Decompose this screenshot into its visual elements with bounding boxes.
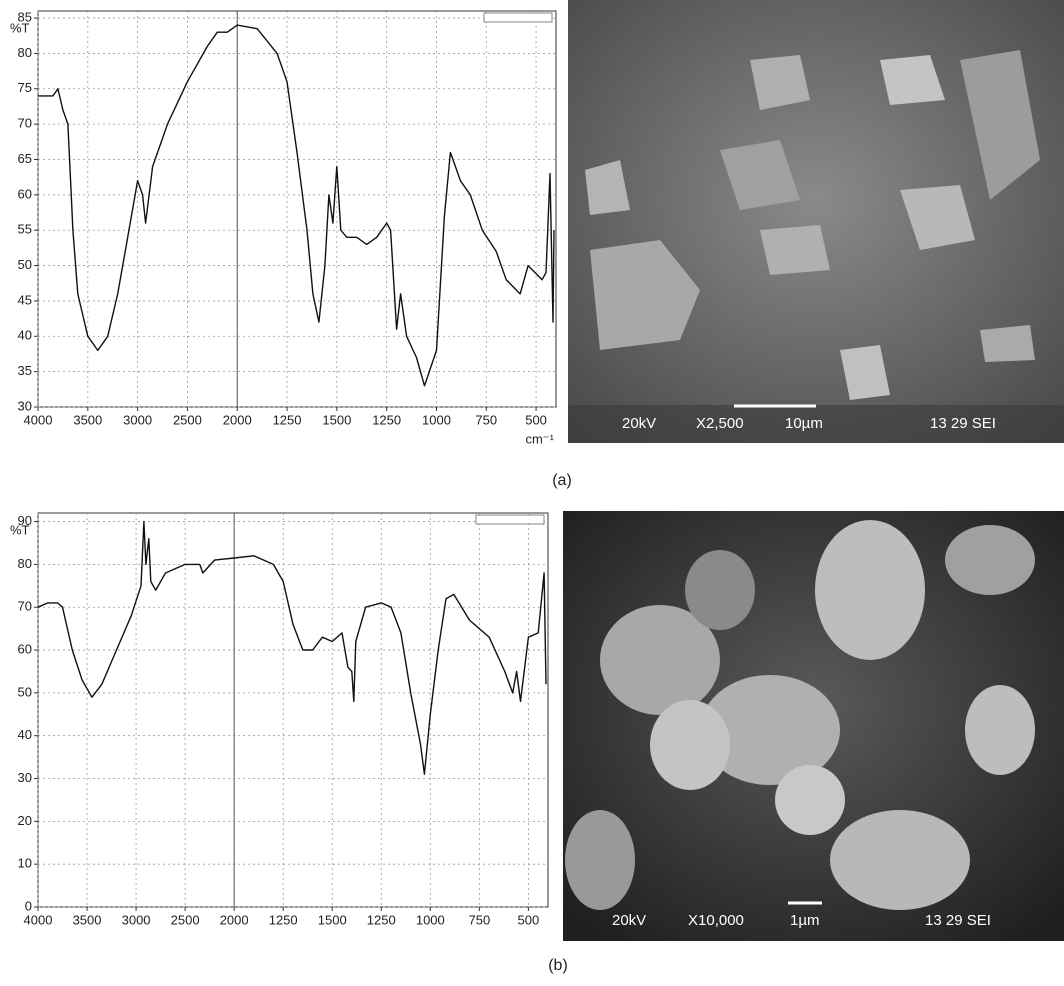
x-tick-label: 2000	[223, 412, 252, 427]
y-tick-label: 20	[18, 813, 32, 828]
sem-magnification: X2,500	[696, 415, 744, 432]
x-tick-label: 1500	[318, 912, 347, 927]
y-tick-label: 60	[18, 641, 32, 656]
sem-code: 13 29 SEI	[930, 415, 996, 432]
sem-image-b: 20kV X10,000 1µm 13 29 SEI	[563, 511, 1064, 941]
y-tick-label: 85	[18, 10, 32, 25]
y-axis-label: %T	[10, 522, 30, 537]
x-tick-label: 3500	[73, 412, 102, 427]
sem-code: 13 29 SEI	[925, 912, 991, 929]
x-tick-label: 2000	[220, 912, 249, 927]
y-tick-label: 80	[18, 45, 32, 60]
y-tick-label: 35	[18, 363, 32, 378]
y-axis-label: %T	[10, 20, 30, 35]
panel-label: (b)	[548, 957, 568, 974]
sem-voltage: 20kV	[612, 912, 646, 929]
y-tick-label: 70	[18, 116, 32, 131]
y-tick-label: 30	[18, 770, 32, 785]
y-tick-label: 45	[18, 292, 32, 307]
spectrum-line	[37, 520, 547, 775]
y-tick-label: 30	[18, 398, 32, 413]
x-tick-label: 750	[468, 912, 490, 927]
x-axis-label: cm⁻¹	[525, 431, 554, 446]
y-tick-label: 90	[18, 513, 32, 528]
y-tick-label: 60	[18, 186, 32, 201]
x-tick-label: 1000	[422, 412, 451, 427]
x-tick-label: 3500	[73, 912, 102, 927]
x-tick-label: 3000	[122, 912, 151, 927]
spectrum-line	[38, 24, 555, 387]
x-tick-label: 1250	[372, 412, 401, 427]
x-tick-label: 1250	[367, 912, 396, 927]
x-tick-label: 1000	[416, 912, 445, 927]
x-tick-label: 1250	[269, 912, 298, 927]
legend-box	[475, 514, 545, 525]
y-tick-label: 0	[25, 898, 32, 913]
y-tick-label: 80	[18, 556, 32, 571]
legend-box	[483, 12, 553, 23]
y-tick-label: 40	[18, 727, 32, 742]
plot-frame	[37, 512, 549, 908]
y-tick-label: 55	[18, 222, 32, 237]
x-tick-label: 1500	[322, 412, 351, 427]
x-tick-label: 4000	[24, 412, 53, 427]
x-tick-label: 3000	[123, 412, 152, 427]
sem-scale: 10µm	[785, 415, 823, 432]
y-tick-label: 40	[18, 328, 32, 343]
y-tick-label: 50	[18, 684, 32, 699]
sem-magnification: X10,000	[688, 912, 744, 929]
x-tick-label: 4000	[24, 912, 53, 927]
y-tick-label: 10	[18, 856, 32, 871]
y-tick-label: 70	[18, 599, 32, 614]
sem-image-a: 20kV X2,500 10µm 13 29 SEI	[568, 0, 1064, 443]
sem-voltage: 20kV	[622, 415, 656, 432]
x-tick-label: 2500	[171, 912, 200, 927]
x-tick-label: 1250	[273, 412, 302, 427]
panel-label: (a)	[552, 472, 572, 489]
sem-scale: 1µm	[790, 912, 819, 929]
y-tick-label: 50	[18, 257, 32, 272]
y-tick-label: 75	[18, 80, 32, 95]
x-tick-label: 2500	[173, 412, 202, 427]
plot-frame	[37, 10, 557, 408]
x-tick-label: 750	[475, 412, 497, 427]
y-tick-label: 65	[18, 151, 32, 166]
x-tick-label: 500	[525, 412, 547, 427]
x-tick-label: 500	[518, 912, 540, 927]
